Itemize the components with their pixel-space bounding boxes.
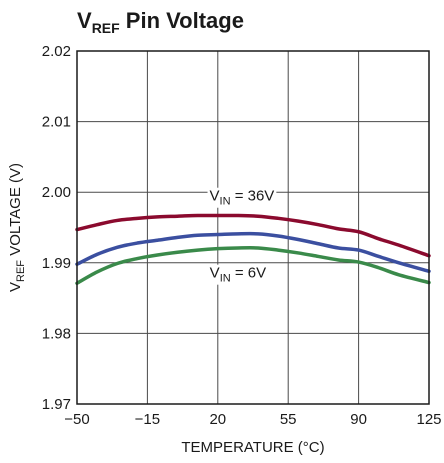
y-tick-labels: 1.97 1.98 1.99 2.00 2.01 2.02 <box>42 43 71 413</box>
annotation-vin-6v: VIN = 6V <box>210 265 266 285</box>
y-tick-label: 2.02 <box>42 43 71 60</box>
x-tick-label: 90 <box>350 411 367 428</box>
plot-frame <box>76 50 430 405</box>
annotation-vin-36v: VIN = 36V <box>210 188 275 208</box>
series-vin-36v-line <box>75 213 431 258</box>
annotation-vin-36v-bg <box>207 187 277 208</box>
y-tick-label: 2.01 <box>42 114 71 131</box>
grid <box>77 51 429 404</box>
x-axis-label: TEMPERATURE (°C) <box>181 439 324 456</box>
x-tick-label: 20 <box>209 411 226 428</box>
x-tick-label: 125 <box>416 411 441 428</box>
y-axis-label: VREF VOLTAGE (V) <box>7 163 27 292</box>
y-tick-label: 1.99 <box>42 255 71 272</box>
y-axis-label-sub: REF <box>15 260 27 282</box>
y-tick-label: 1.97 <box>42 396 71 413</box>
x-tick-label: −50 <box>64 411 89 428</box>
annotation-vin-6v-bg <box>207 264 269 285</box>
series-vin-6v-green-line <box>75 246 431 286</box>
y-axis-label-rest: VOLTAGE (V) <box>7 163 24 260</box>
chart-title-main: V <box>77 8 92 33</box>
x-tick-label: 55 <box>280 411 297 428</box>
x-tick-label: −15 <box>135 411 160 428</box>
y-tick-label: 1.98 <box>42 325 71 342</box>
series-vin-6v-blue-line <box>75 231 431 274</box>
annotations: VIN = 36V VIN = 6V <box>207 187 277 285</box>
chart-title-rest: Pin Voltage <box>120 8 244 33</box>
y-axis-label-main: V <box>7 282 24 292</box>
chart-title: VREF Pin Voltage <box>77 8 244 36</box>
y-tick-label: 2.00 <box>42 184 71 201</box>
chart-title-sub: REF <box>92 20 120 36</box>
series-group <box>75 213 431 286</box>
x-tick-labels: −50 −15 20 55 90 125 <box>64 411 441 428</box>
